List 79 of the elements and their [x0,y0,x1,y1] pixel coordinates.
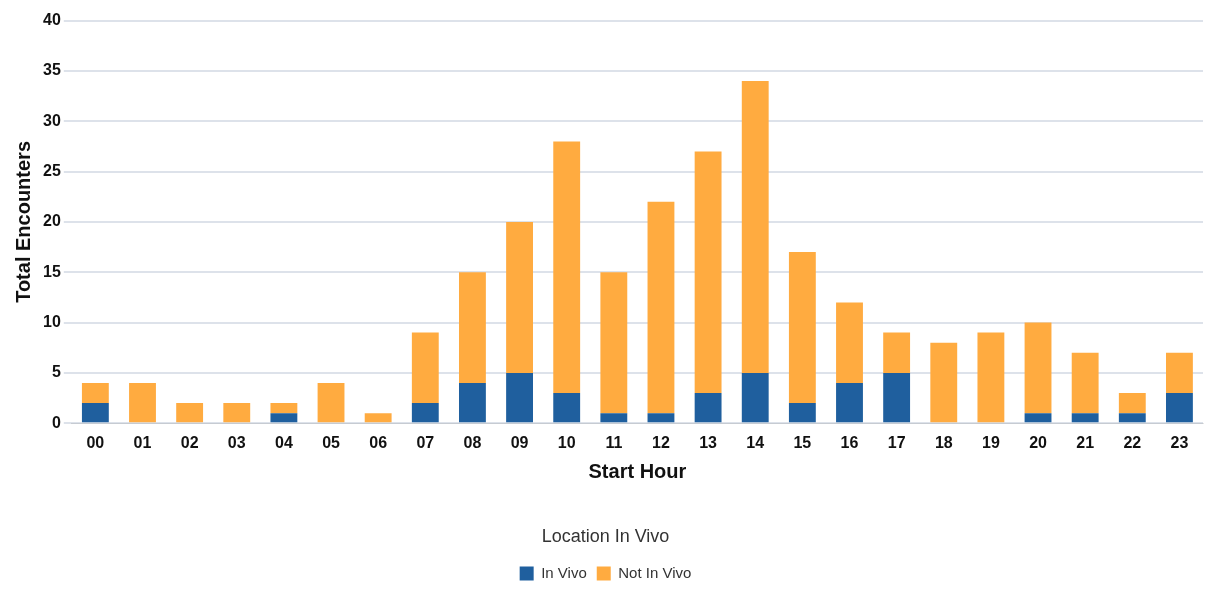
x-tick-label: 15 [793,434,812,452]
bar [1071,352,1099,414]
bar [364,413,392,423]
x-tick-label: 13 [699,434,718,452]
bar [411,403,439,423]
x-tick-label: 21 [1076,434,1095,452]
bar [977,332,1005,423]
bar [223,403,251,423]
bar [506,221,533,373]
bar [741,372,769,423]
bar [1118,393,1146,414]
x-tick-label: 22 [1123,434,1142,452]
y-axis-title: Total Encounters [11,140,34,303]
x-tick-label: 16 [840,434,859,452]
x-tick-label: 14 [746,434,765,452]
legend-label: In Vivo [541,563,587,581]
bar [836,382,863,423]
bar [459,272,486,383]
bar [1118,413,1146,423]
bar [317,382,345,423]
legend-label: Not In Vivo [618,563,692,581]
bar [694,151,722,394]
x-tick-label: 10 [557,434,576,452]
bar [553,393,581,423]
bar [506,372,533,423]
x-tick-label: 01 [133,434,152,452]
bar [270,403,298,414]
x-tick-label: 02 [180,434,199,452]
bar [553,141,581,394]
y-tick-label: 35 [43,61,61,79]
bar [270,413,298,423]
y-tick-label: 5 [51,363,61,381]
x-tick-label: 19 [982,434,1000,452]
x-tick-label: 00 [86,434,105,452]
bar [694,393,722,423]
x-tick-label: 17 [887,434,906,452]
bar [788,252,816,404]
bar [600,272,628,414]
y-tick-label: 0 [51,413,61,431]
bar [1071,413,1099,423]
bar [883,372,911,423]
bar [81,382,109,404]
bar [129,382,156,423]
y-tick-label: 30 [43,111,61,129]
bar [788,403,816,423]
y-tick-label: 20 [43,212,61,230]
y-tick-label: 10 [43,312,61,330]
bar [1166,352,1193,394]
bar [930,342,958,423]
bar [1166,393,1193,423]
x-tick-label: 11 [605,434,623,452]
x-tick-label: 04 [275,434,293,452]
x-tick-label: 12 [652,434,670,452]
bar [741,80,769,373]
x-tick-label: 05 [322,434,341,452]
bar [883,332,911,373]
bar [647,413,675,423]
x-tick-label: 06 [369,434,388,452]
x-tick-label: 18 [934,434,953,452]
bar [1024,413,1052,423]
x-tick-label: 08 [463,434,482,452]
x-axis-title: Start Hour [588,459,687,482]
bar [459,382,486,423]
y-tick-label: 25 [43,161,61,179]
bar [647,201,675,414]
y-tick-label: 40 [43,11,61,29]
x-tick-label: 20 [1029,434,1048,452]
x-tick-label: 23 [1170,434,1189,452]
bar [600,413,628,423]
bar [81,403,109,423]
x-tick-label: 07 [416,434,435,452]
x-tick-label: 03 [227,434,246,452]
bar [411,332,439,404]
legend-title: Location In Vivo [541,526,670,547]
bar [836,302,863,383]
bar [176,403,204,423]
y-tick-label: 15 [43,262,61,280]
bar [1024,322,1052,414]
x-tick-label: 09 [510,434,529,452]
